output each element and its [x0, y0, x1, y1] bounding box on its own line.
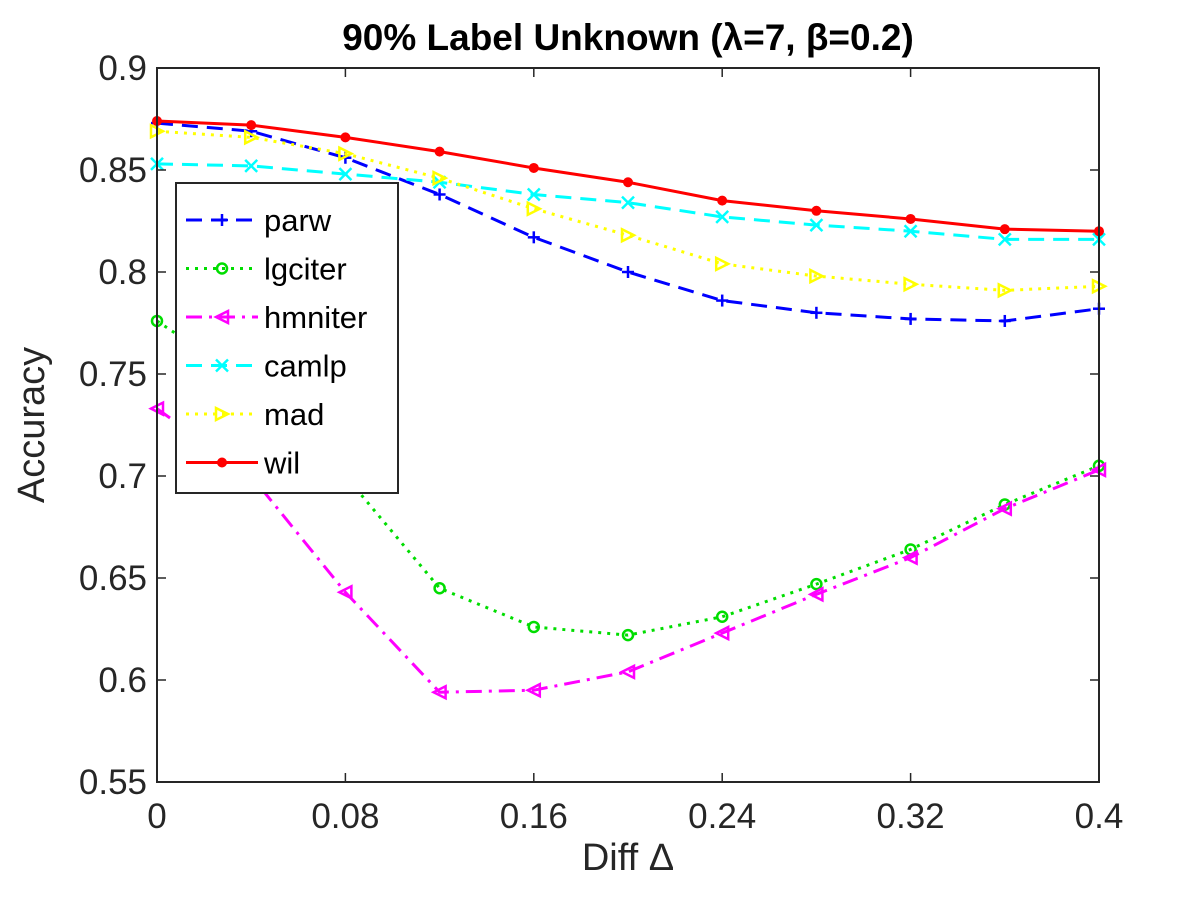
data-point-parw: [810, 306, 823, 319]
data-point-wil: [999, 224, 1010, 235]
data-point-mad: [620, 227, 637, 244]
x-tick-label: 0.24: [688, 797, 756, 836]
data-point-camlp: [338, 167, 353, 181]
axes-box: [156, 67, 1100, 783]
series-wil: [152, 116, 1104, 237]
x-tick-label: 0.16: [500, 797, 568, 836]
series-line-camlp: [156, 162, 1099, 241]
data-point-wil: [434, 146, 445, 157]
data-point-lgciter: [433, 581, 446, 595]
data-point-mad: [432, 170, 449, 187]
legend-label: hmniter: [264, 300, 367, 335]
x-axis-label: Diff Δ: [582, 837, 674, 879]
data-point-hmniter: [619, 663, 636, 680]
data-point-camlp: [715, 210, 730, 224]
x-tick-label: 0.32: [877, 797, 945, 836]
data-point-hmniter: [996, 500, 1013, 517]
x-tick-label: 0.4: [1075, 797, 1124, 836]
y-tick-label: 0.75: [79, 355, 147, 394]
data-point-mad: [526, 200, 543, 217]
series-layer: [148, 116, 1108, 701]
data-point-camlp: [526, 187, 541, 202]
ticks-layer: 0 0.08 0.16 0.24 0.32 0.4 0.55 0.6 0.65 0.7 0.75 0.…: [79, 49, 1123, 836]
data-point-parw: [998, 314, 1011, 327]
data-point-hmniter: [901, 549, 918, 566]
data-point-wil: [623, 177, 633, 188]
legend-box: [175, 182, 399, 494]
x-tick-label: 0: [147, 797, 166, 836]
series-parw: [151, 117, 1105, 327]
data-point-hmniter: [336, 584, 353, 601]
y-tick-label: 0.7: [98, 457, 147, 496]
legend-marker: [215, 358, 229, 373]
legend-label: camlp: [264, 349, 347, 384]
y-axis-label: Accuracy: [11, 347, 53, 503]
data-point-lgciter: [527, 620, 541, 634]
data-point-camlp: [997, 232, 1012, 247]
legend-item-parw: parw: [186, 203, 332, 238]
legend-marker: [213, 308, 230, 326]
y-tick-label: 0.6: [98, 661, 147, 700]
y-tick-label: 0.55: [79, 763, 147, 802]
data-point-wil: [340, 132, 351, 143]
legend-item-wil: wil: [186, 446, 300, 481]
legend-label: lgciter: [264, 252, 347, 287]
data-point-hmniter: [430, 684, 447, 701]
y-tick-label: 0.8: [98, 253, 147, 292]
data-point-wil: [905, 213, 916, 224]
data-point-camlp: [244, 159, 259, 173]
data-point-mad: [809, 268, 826, 285]
data-point-lgciter: [810, 577, 823, 591]
chart-title: 90% Label Unknown (λ=7, β=0.2): [342, 17, 914, 58]
series-line-hmniter: [156, 407, 1100, 694]
legend-item-hmniter: hmniter: [186, 300, 367, 335]
data-point-parw: [904, 312, 917, 325]
data-point-mad: [714, 255, 731, 272]
data-point-parw: [527, 231, 540, 244]
y-tick-label: 0.65: [79, 559, 147, 598]
data-point-camlp: [903, 224, 918, 239]
data-point-mad: [903, 276, 920, 293]
legend-label: mad: [264, 397, 324, 432]
data-point-camlp: [809, 218, 824, 232]
series-line-lgciter: [156, 319, 1100, 637]
legend-item-mad: mad: [186, 397, 324, 432]
legend-label: parw: [264, 203, 332, 238]
series-line-parw: [156, 121, 1100, 323]
data-point-hmniter: [713, 625, 730, 642]
legend-marker: [216, 214, 228, 226]
data-point-parw: [433, 188, 446, 201]
x-tick-label: 0.08: [311, 797, 379, 836]
legend-marker: [214, 405, 231, 423]
legend-marker: [215, 262, 229, 275]
data-point-wil: [811, 205, 822, 216]
data-point-lgciter: [715, 610, 729, 624]
legend-item-camlp: camlp: [186, 349, 347, 384]
legend-item-lgciter: lgciter: [186, 252, 347, 287]
data-point-parw: [622, 266, 634, 278]
data-point-hmniter: [807, 586, 824, 603]
data-point-wil: [528, 162, 539, 173]
data-point-parw: [716, 294, 729, 307]
data-point-mad: [338, 145, 355, 162]
y-tick-label: 0.9: [98, 49, 147, 88]
data-point-camlp: [621, 195, 635, 210]
data-point-wil: [246, 120, 257, 131]
legend: parw lgciter hmniter camlp mad wil: [175, 182, 399, 494]
series-line-mad: [156, 129, 1100, 292]
data-point-mad: [243, 129, 260, 146]
data-point-hmniter: [525, 682, 542, 699]
data-point-wil: [717, 195, 728, 206]
data-point-mad: [997, 282, 1014, 299]
y-tick-label: 0.85: [79, 151, 147, 190]
legend-label: wil: [263, 446, 300, 481]
legend-marker: [217, 457, 227, 468]
data-point-lgciter: [621, 628, 635, 642]
